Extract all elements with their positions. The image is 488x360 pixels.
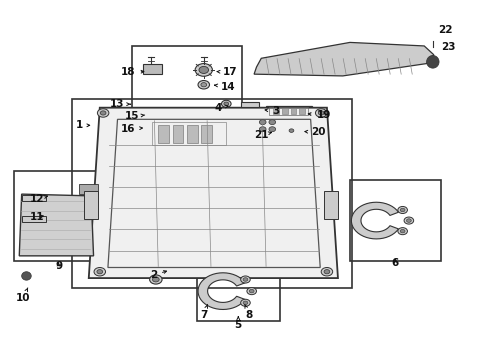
Circle shape <box>97 109 109 117</box>
Polygon shape <box>254 42 433 76</box>
Circle shape <box>240 299 250 306</box>
Text: 23: 23 <box>440 42 454 51</box>
Text: 11: 11 <box>30 212 44 222</box>
Circle shape <box>149 275 162 284</box>
Circle shape <box>288 129 293 132</box>
Bar <box>158 125 168 143</box>
Polygon shape <box>351 202 398 239</box>
Text: 19: 19 <box>307 110 330 120</box>
Text: 15: 15 <box>124 112 144 121</box>
Text: 18: 18 <box>121 67 143 77</box>
Bar <box>148 119 230 148</box>
Circle shape <box>243 301 247 305</box>
Polygon shape <box>198 273 244 310</box>
Circle shape <box>315 109 326 117</box>
Circle shape <box>403 217 413 224</box>
Circle shape <box>240 276 250 283</box>
Circle shape <box>399 208 404 212</box>
Text: 12: 12 <box>30 194 47 204</box>
Circle shape <box>224 102 228 105</box>
Bar <box>269 107 307 115</box>
Bar <box>142 64 162 74</box>
Circle shape <box>246 288 256 294</box>
Circle shape <box>321 267 332 276</box>
Bar <box>152 122 226 145</box>
Circle shape <box>94 267 105 276</box>
Circle shape <box>268 120 275 125</box>
Text: 8: 8 <box>244 305 252 320</box>
Circle shape <box>397 228 407 235</box>
Bar <box>257 126 278 132</box>
Circle shape <box>195 64 212 76</box>
Polygon shape <box>89 108 337 278</box>
Bar <box>265 106 311 117</box>
Text: 7: 7 <box>200 305 207 320</box>
Bar <box>240 102 258 107</box>
Circle shape <box>399 229 404 233</box>
Bar <box>273 108 279 114</box>
Circle shape <box>221 100 231 107</box>
Text: 6: 6 <box>391 258 398 268</box>
Circle shape <box>286 127 296 134</box>
Text: 10: 10 <box>16 288 30 303</box>
Circle shape <box>324 270 329 274</box>
Text: 3: 3 <box>264 106 279 116</box>
Bar <box>186 125 197 143</box>
Text: 22: 22 <box>438 25 452 35</box>
Polygon shape <box>146 108 157 115</box>
Bar <box>299 108 304 114</box>
Bar <box>21 216 45 222</box>
Bar <box>281 108 287 114</box>
Circle shape <box>201 83 206 87</box>
Bar <box>323 190 337 219</box>
Bar <box>201 125 211 143</box>
Text: 1: 1 <box>75 120 89 130</box>
Polygon shape <box>21 272 31 280</box>
Circle shape <box>152 277 159 282</box>
Circle shape <box>268 127 275 132</box>
Circle shape <box>198 81 209 89</box>
Bar <box>79 184 98 194</box>
Circle shape <box>249 289 254 293</box>
Circle shape <box>243 278 247 281</box>
Bar <box>21 195 45 201</box>
Circle shape <box>259 120 265 125</box>
Bar <box>290 108 296 114</box>
Circle shape <box>199 66 208 73</box>
Text: 13: 13 <box>110 99 130 109</box>
Text: 20: 20 <box>305 127 325 138</box>
Circle shape <box>97 270 102 274</box>
Text: 16: 16 <box>121 124 142 134</box>
Circle shape <box>397 207 407 213</box>
Polygon shape <box>19 194 93 256</box>
Bar <box>15 171 103 261</box>
Bar <box>132 46 242 164</box>
Text: 14: 14 <box>214 81 235 91</box>
Polygon shape <box>426 55 438 68</box>
Bar <box>72 99 351 288</box>
Text: 2: 2 <box>149 270 166 280</box>
Text: 21: 21 <box>253 130 271 140</box>
Circle shape <box>406 219 410 222</box>
Bar <box>84 190 98 219</box>
Text: 17: 17 <box>217 67 237 77</box>
Bar <box>196 263 280 321</box>
Circle shape <box>100 111 106 115</box>
Text: 5: 5 <box>234 317 242 330</box>
Circle shape <box>318 111 324 115</box>
Bar <box>172 125 183 143</box>
Bar <box>257 119 278 125</box>
Text: 4: 4 <box>214 103 227 113</box>
Bar <box>349 180 440 261</box>
Text: 9: 9 <box>55 261 62 271</box>
Circle shape <box>259 127 265 132</box>
